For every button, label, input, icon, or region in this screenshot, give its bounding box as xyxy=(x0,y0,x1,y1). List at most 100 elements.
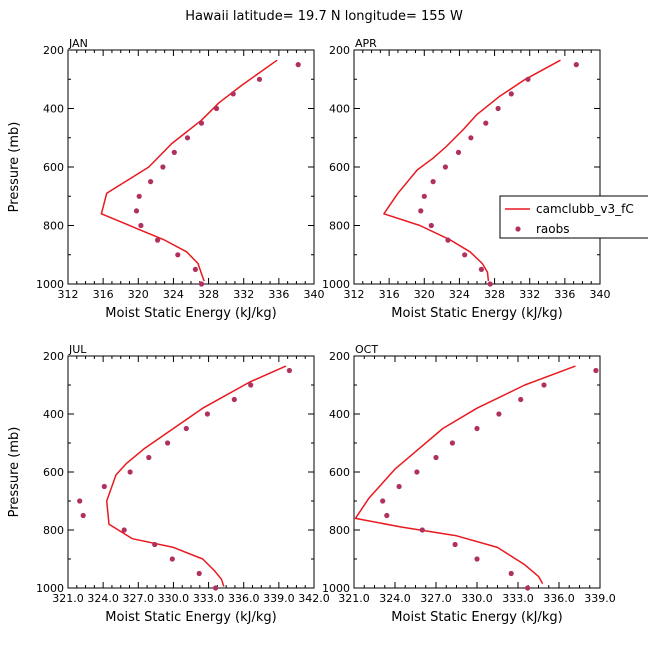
raobs-point xyxy=(474,425,480,432)
raobs-point xyxy=(160,164,166,170)
y-tick-label: 400 xyxy=(43,103,64,116)
y-tick-label: 400 xyxy=(329,408,350,421)
y-axis-label: Pressure (mb) xyxy=(7,122,22,213)
raobs-point xyxy=(256,76,263,82)
x-axis-label: Moist Static Energy (kJ/kg) xyxy=(105,610,276,625)
y-tick-label: 600 xyxy=(43,466,64,479)
raobs-point xyxy=(198,120,205,126)
x-tick-label: 330.0 xyxy=(158,592,190,605)
raobs-point xyxy=(541,382,547,388)
raobs-point xyxy=(213,105,220,112)
series-line-camclubb xyxy=(100,59,278,282)
panel-apr: APR 312 316 320 324 328 332 336 340 200 400 600 800 1… xyxy=(322,37,611,321)
x-tick-label: 324 xyxy=(449,288,470,301)
x-axis-label: Moist Static Energy (kJ/kg) xyxy=(105,306,276,321)
x-tick-label: 312 xyxy=(344,288,365,301)
x-tick-label: 316 xyxy=(379,288,400,301)
x-tick-label: 342.0 xyxy=(298,592,330,605)
raobs-point xyxy=(508,570,514,577)
x-axis-label: Moist Static Energy (kJ/kg) xyxy=(391,306,562,321)
x-tick-label: 336.0 xyxy=(228,592,260,605)
raobs-point xyxy=(384,512,390,519)
raobs-point xyxy=(593,367,599,374)
panel-jan: JAN 312 316 320 324 328 332 336 340 200 400 600 800 1… xyxy=(7,37,325,321)
legend-label-raobs: raobs xyxy=(536,222,570,236)
panel-title: JAN xyxy=(68,37,88,50)
legend-label-camclubb: camclubb_v3_fC xyxy=(536,202,634,216)
x-tick-label: 340 xyxy=(304,288,325,301)
raobs-point xyxy=(295,62,301,68)
raobs-point xyxy=(418,208,424,214)
raobs-point xyxy=(573,62,579,68)
y-tick-label: 1000 xyxy=(36,582,64,595)
raobs-point xyxy=(175,252,181,258)
panel-title: APR xyxy=(355,37,377,50)
raobs-point xyxy=(428,222,434,229)
raobs-point xyxy=(445,237,451,243)
x-tick-label: 312 xyxy=(58,288,79,301)
raobs-point xyxy=(77,498,83,504)
x-tick-label: 332 xyxy=(233,288,254,301)
panel-title: JUL xyxy=(68,343,87,356)
y-tick-label: 800 xyxy=(329,524,350,537)
y-tick-label: 200 xyxy=(329,350,350,363)
raobs-point xyxy=(478,266,484,272)
y-tick-label: 400 xyxy=(329,103,350,116)
raobs-point xyxy=(455,149,462,155)
y-axis-label: Pressure (mb) xyxy=(7,427,22,518)
x-tick-label: 328 xyxy=(198,288,219,301)
legend-marker-swatch xyxy=(515,226,521,232)
raobs-point xyxy=(127,469,133,475)
raobs-point xyxy=(148,179,154,185)
figure-title: Hawaii latitude= 19.7 N longitude= 155 W xyxy=(185,9,463,24)
x-tick-label: 324.0 xyxy=(87,592,119,605)
series-line-camclubb xyxy=(354,365,576,584)
x-tick-label: 336 xyxy=(554,288,575,301)
series-line-camclubb xyxy=(105,365,287,587)
raobs-point xyxy=(136,193,142,199)
raobs-point xyxy=(165,440,171,446)
raobs-point xyxy=(449,440,455,446)
raobs-point xyxy=(146,454,152,461)
raobs-point xyxy=(213,585,219,591)
x-tick-label: 336 xyxy=(268,288,289,301)
raobs-point xyxy=(286,367,292,374)
raobs-point xyxy=(155,237,161,243)
y-tick-label: 600 xyxy=(329,466,350,479)
y-tick-label: 200 xyxy=(43,350,64,363)
x-tick-label: 324 xyxy=(163,288,184,301)
x-tick-label: 327.0 xyxy=(123,592,155,605)
raobs-point xyxy=(169,556,175,562)
raobs-point xyxy=(508,91,514,97)
raobs-point xyxy=(495,105,501,112)
y-tick-label: 800 xyxy=(43,524,64,537)
y-tick-label: 1000 xyxy=(322,582,350,595)
legend-box xyxy=(499,195,648,239)
raobs-point xyxy=(230,91,236,97)
raobs-point xyxy=(474,556,480,562)
y-tick-label: 400 xyxy=(43,408,64,421)
raobs-point xyxy=(452,541,458,548)
raobs-point xyxy=(430,179,436,185)
raobs-point xyxy=(133,208,140,214)
raobs-point xyxy=(198,281,205,287)
raobs-point xyxy=(248,382,254,388)
raobs-point xyxy=(196,570,202,577)
raobs-point xyxy=(462,252,468,258)
raobs-point xyxy=(483,120,489,126)
x-tick-label: 327.0 xyxy=(420,592,452,605)
raobs-point xyxy=(496,411,502,417)
raobs-point xyxy=(204,411,210,417)
y-tick-label: 800 xyxy=(43,220,64,233)
raobs-point xyxy=(192,266,198,272)
raobs-point xyxy=(184,135,191,141)
raobs-point xyxy=(525,76,531,82)
raobs-point xyxy=(518,396,524,403)
raobs-point xyxy=(468,135,474,141)
y-tick-label: 200 xyxy=(329,44,350,57)
x-tick-label: 333.0 xyxy=(193,592,225,605)
x-axis-label: Moist Static Energy (kJ/kg) xyxy=(391,610,562,625)
